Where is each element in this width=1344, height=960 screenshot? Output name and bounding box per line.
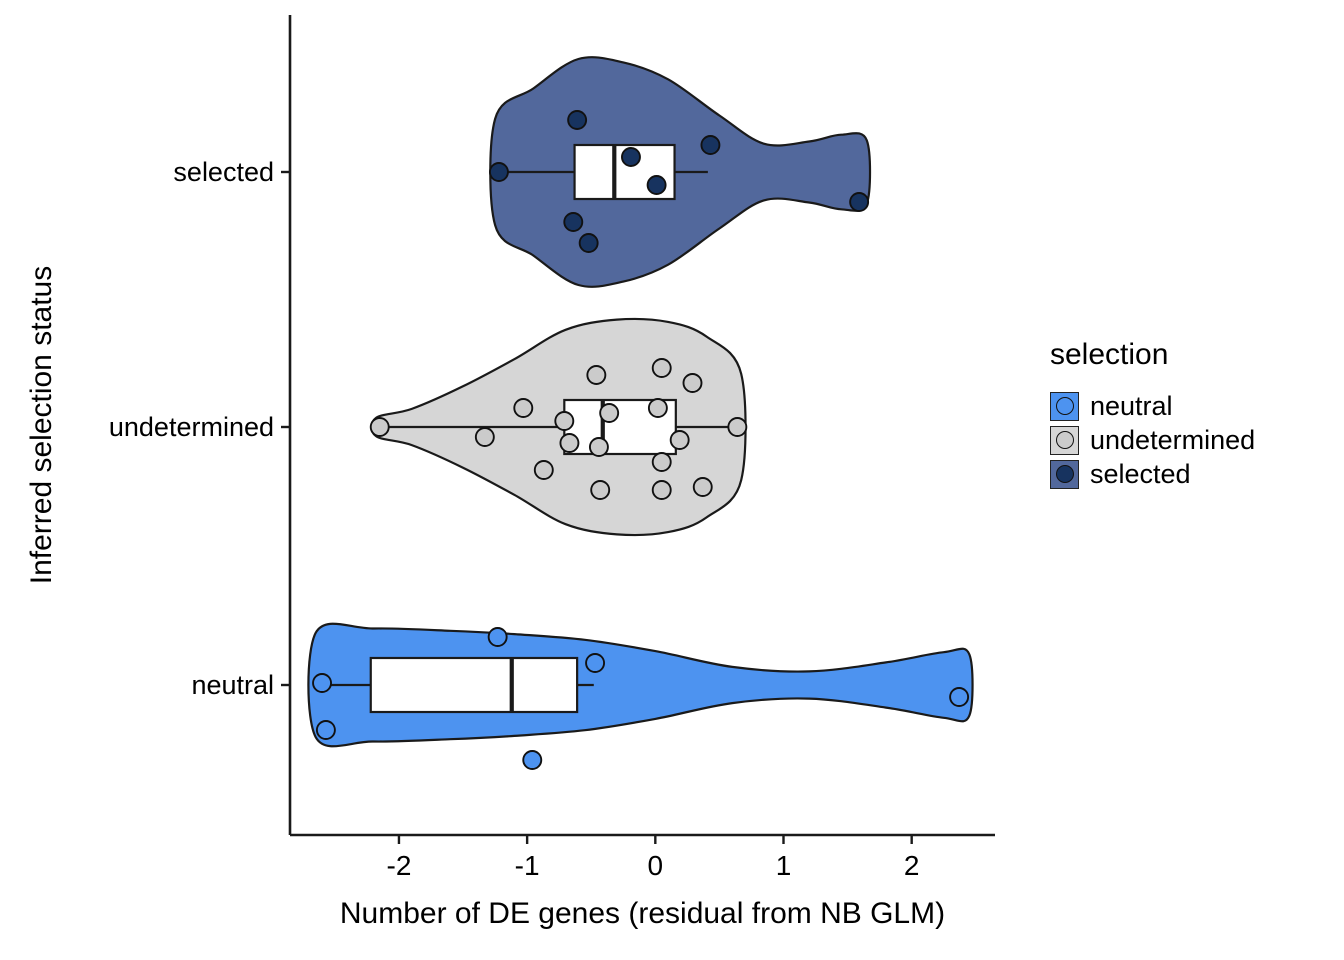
point-neutral xyxy=(312,673,332,693)
point-selected xyxy=(567,110,588,130)
point-undetermined xyxy=(590,480,611,500)
point-undetermined xyxy=(513,398,534,418)
point-selected xyxy=(646,175,667,195)
point-selected xyxy=(621,147,641,167)
legend-title: selection xyxy=(1050,338,1169,371)
point-neutral xyxy=(949,687,970,707)
box-neutral xyxy=(369,656,579,714)
y-axis-title: Inferred selection status xyxy=(25,265,58,585)
point-selected xyxy=(578,233,599,253)
point-undetermined xyxy=(586,365,607,385)
selected-point-icon xyxy=(1055,465,1074,483)
point-undetermined xyxy=(651,452,672,472)
x-tick-label: 2 xyxy=(904,850,920,881)
point-selected xyxy=(700,135,721,155)
point-undetermined xyxy=(727,417,748,437)
y-category-label: selected xyxy=(173,157,274,187)
legend-label-selected: selected xyxy=(1090,458,1191,489)
point-undetermined xyxy=(588,437,609,457)
point-undetermined xyxy=(647,398,668,418)
point-neutral xyxy=(522,750,543,770)
x-tick-label: 0 xyxy=(648,850,664,881)
legend-item-selected: selected xyxy=(1050,458,1255,490)
point-undetermined xyxy=(669,430,690,450)
point-undetermined xyxy=(474,427,495,447)
legend: selection neutral undetermined selected xyxy=(1050,338,1255,492)
point-selected xyxy=(488,162,509,182)
point-neutral xyxy=(315,720,336,740)
x-tick-label: -1 xyxy=(515,850,540,881)
undetermined-point-icon xyxy=(1055,431,1074,449)
point-undetermined xyxy=(369,417,390,437)
legend-key-selected xyxy=(1050,459,1079,489)
point-selected xyxy=(563,212,584,232)
x-axis-title: Number of DE genes (residual from NB GLM… xyxy=(339,897,946,930)
point-undetermined xyxy=(651,480,672,500)
legend-item-neutral: neutral xyxy=(1050,390,1255,422)
legend-label-neutral: neutral xyxy=(1090,390,1173,421)
legend-key-neutral xyxy=(1050,391,1079,421)
y-category-label: neutral xyxy=(191,670,274,700)
legend-item-undetermined: undetermined xyxy=(1050,424,1255,456)
point-undetermined xyxy=(554,411,575,431)
point-neutral xyxy=(487,627,508,647)
violin-neutral xyxy=(307,622,974,748)
y-category-label: undetermined xyxy=(109,412,274,442)
x-tick-label: -2 xyxy=(387,850,412,881)
point-selected xyxy=(849,192,870,212)
neutral-point-icon xyxy=(1055,397,1074,415)
legend-label-undetermined: undetermined xyxy=(1090,424,1256,455)
point-undetermined xyxy=(533,460,554,480)
point-undetermined xyxy=(599,403,620,423)
point-neutral xyxy=(585,653,606,673)
point-undetermined xyxy=(692,477,713,497)
point-undetermined xyxy=(651,358,672,378)
point-undetermined xyxy=(682,373,703,393)
legend-key-undetermined xyxy=(1050,425,1079,455)
x-tick-label: 1 xyxy=(776,850,792,881)
point-undetermined xyxy=(559,433,580,453)
